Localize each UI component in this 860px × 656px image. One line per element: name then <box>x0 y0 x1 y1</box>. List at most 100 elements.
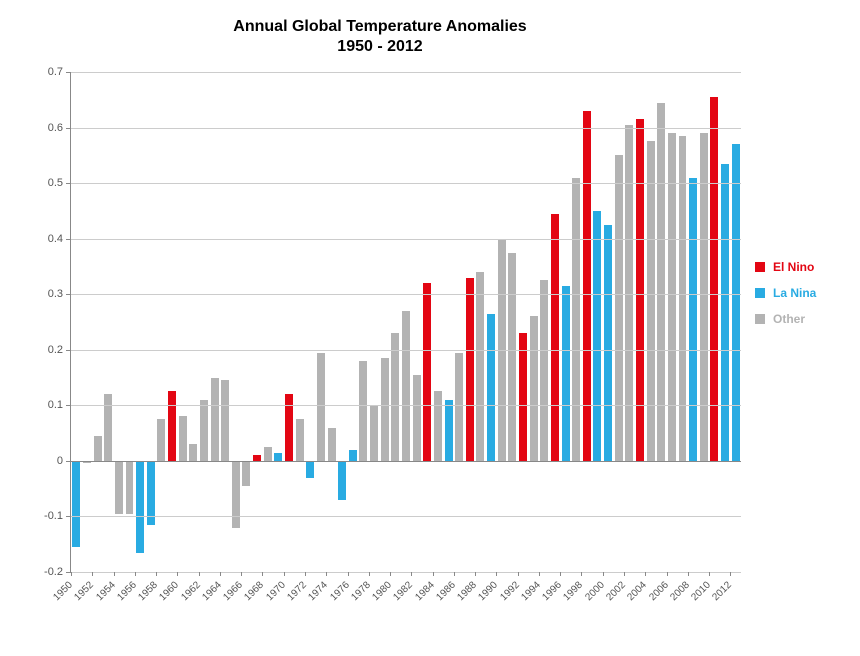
gridline <box>71 128 741 129</box>
gridline <box>71 183 741 184</box>
x-tick <box>369 572 370 576</box>
x-tick-label: 1972 <box>285 580 309 604</box>
x-tick <box>71 572 72 576</box>
gridline <box>71 294 741 295</box>
bar-2004 <box>647 141 655 460</box>
gridline <box>71 572 741 573</box>
bar-2007 <box>679 136 687 461</box>
bar-1962 <box>200 400 208 461</box>
bar-1985 <box>445 400 453 461</box>
x-tick <box>560 572 561 576</box>
legend-label: Other <box>773 312 805 326</box>
x-tick-label: 1986 <box>434 580 458 604</box>
zero-line <box>71 461 741 462</box>
bar-1997 <box>572 178 580 461</box>
x-tick-label: 2008 <box>668 580 692 604</box>
bar-1968 <box>264 447 272 461</box>
bar-2001 <box>615 155 623 461</box>
x-tick <box>284 572 285 576</box>
x-tick <box>624 572 625 576</box>
bar-1955 <box>126 461 134 514</box>
y-tick-label: 0.3 <box>48 288 63 300</box>
bar-2011 <box>721 164 729 461</box>
y-tick-label: 0.1 <box>48 399 63 411</box>
bar-1950 <box>72 461 80 547</box>
x-tick <box>454 572 455 576</box>
x-tick <box>262 572 263 576</box>
bar-1974 <box>328 428 336 461</box>
bar-1953 <box>104 394 112 461</box>
x-tick <box>199 572 200 576</box>
x-tick <box>220 572 221 576</box>
x-tick <box>114 572 115 576</box>
x-tick <box>411 572 412 576</box>
bar-1952 <box>94 436 102 461</box>
x-tick-label: 1996 <box>541 580 565 604</box>
y-tick-label: 0.6 <box>48 122 63 134</box>
bar-1988 <box>476 272 484 461</box>
bar-1986 <box>455 353 463 461</box>
x-tick-label: 1956 <box>115 580 139 604</box>
bar-1992 <box>519 333 527 461</box>
x-tick-label: 1970 <box>264 580 288 604</box>
x-tick-label: 1950 <box>51 580 75 604</box>
x-tick-label: 1968 <box>243 580 267 604</box>
x-tick-label: 2006 <box>647 580 671 604</box>
bar-1956 <box>136 461 144 553</box>
bar-1984 <box>434 391 442 460</box>
bar-1980 <box>391 333 399 461</box>
bar-1954 <box>115 461 123 514</box>
bar-1977 <box>359 361 367 461</box>
x-tick-label: 1974 <box>307 580 331 604</box>
x-tick <box>390 572 391 576</box>
x-tick <box>667 572 668 576</box>
bar-1978 <box>370 405 378 461</box>
x-tick-label: 1978 <box>349 580 373 604</box>
bar-2005 <box>657 103 665 461</box>
x-tick-label: 1958 <box>136 580 160 604</box>
y-tick <box>66 239 71 240</box>
x-tick <box>475 572 476 576</box>
y-tick <box>66 405 71 406</box>
bars-layer <box>71 72 741 572</box>
bar-1979 <box>381 358 389 461</box>
y-tick-label: 0.7 <box>48 66 63 78</box>
gridline <box>71 405 741 406</box>
x-tick <box>709 572 710 576</box>
plot-area: -0.2-0.100.10.20.30.40.50.60.71950195219… <box>70 72 741 573</box>
y-tick <box>66 461 71 462</box>
x-tick-label: 1992 <box>498 580 522 604</box>
bar-1976 <box>349 450 357 461</box>
y-tick <box>66 183 71 184</box>
y-tick-label: -0.2 <box>44 566 63 578</box>
gridline <box>71 72 741 73</box>
x-tick <box>135 572 136 576</box>
x-tick-label: 1966 <box>222 580 246 604</box>
legend-label: El Nino <box>773 260 814 274</box>
bar-1958 <box>157 419 165 461</box>
legend-item-el_nino: El Nino <box>755 260 816 274</box>
gridline <box>71 239 741 240</box>
bar-1989 <box>487 314 495 461</box>
x-tick <box>177 572 178 576</box>
x-tick <box>348 572 349 576</box>
legend-label: La Nina <box>773 286 816 300</box>
bar-1972 <box>306 461 314 478</box>
bar-1983 <box>423 283 431 461</box>
legend-item-la_nina: La Nina <box>755 286 816 300</box>
x-tick-label: 1994 <box>519 580 543 604</box>
legend-swatch <box>755 262 765 272</box>
x-tick <box>305 572 306 576</box>
x-tick-label: 1976 <box>328 580 352 604</box>
x-tick-label: 1982 <box>392 580 416 604</box>
bar-1993 <box>530 316 538 460</box>
legend: El Nino La Nina Other <box>755 260 816 338</box>
x-tick-label: 2010 <box>689 580 713 604</box>
x-tick-label: 2004 <box>626 580 650 604</box>
bar-1991 <box>508 253 516 461</box>
bar-1999 <box>593 211 601 461</box>
x-tick-label: 1988 <box>456 580 480 604</box>
x-tick <box>688 572 689 576</box>
x-tick <box>241 572 242 576</box>
x-tick <box>156 572 157 576</box>
